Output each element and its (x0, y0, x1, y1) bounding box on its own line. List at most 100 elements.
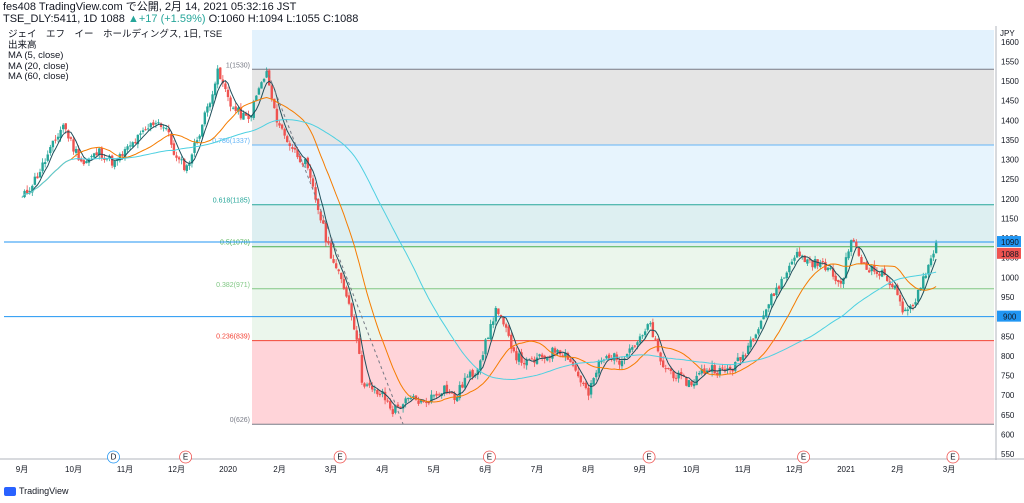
candle-body (561, 355, 564, 357)
candle-body (376, 390, 379, 395)
candle-body (358, 338, 361, 354)
candle-body (891, 283, 894, 288)
time-axis: 9月 10月 11月 12月 2020 2月 3月 4月 5月 6月 7月 8月 9月 10月 11月 12月… (16, 465, 955, 474)
candle-body (698, 373, 701, 375)
candle-body (649, 323, 652, 325)
x-tick-label: 11月 (735, 465, 751, 474)
candle-body (103, 157, 106, 160)
candle-body (62, 124, 65, 130)
candle-body (206, 106, 209, 113)
candle-body (203, 112, 207, 125)
candle-body (793, 257, 796, 261)
candle-body (146, 128, 150, 130)
candle-body (404, 398, 407, 404)
candle-body (811, 260, 814, 268)
candle-body (517, 353, 521, 362)
candle-body (170, 133, 173, 145)
event-marker-label: E (950, 453, 955, 462)
candle-body (744, 355, 747, 357)
candle-body (183, 158, 186, 171)
candle-body (476, 369, 479, 375)
candle-body (651, 322, 655, 338)
candle-body (672, 371, 675, 379)
candle-body (90, 156, 93, 158)
footer-brand[interactable]: TradingView (4, 486, 69, 496)
candle-body (806, 259, 809, 264)
candle-body (687, 380, 691, 388)
candle-body (180, 159, 183, 161)
candle-body (502, 316, 505, 325)
legend-ma20[interactable]: MA (20, close) (8, 60, 69, 72)
candle-body (363, 383, 366, 387)
candle-body (286, 136, 289, 143)
candle-body (479, 360, 482, 371)
candle-body (829, 267, 832, 270)
candle-body (718, 367, 722, 376)
x-tick-label: 2月 (273, 465, 285, 474)
candle-body (188, 163, 191, 166)
candle-body (667, 367, 670, 369)
y-tick-label: 600 (1001, 430, 1015, 439)
candle-body (842, 278, 845, 285)
candle-body (31, 185, 34, 193)
fib-level-label: 0.618(1185) (213, 198, 250, 205)
candle-body (865, 262, 868, 270)
candle-body (837, 279, 840, 283)
legend-volume[interactable]: 出来高 (8, 39, 37, 51)
candle-body (443, 385, 446, 394)
candle-body (82, 160, 85, 165)
candle-body (520, 352, 523, 363)
legend-ma5[interactable]: MA (5, close) (8, 50, 64, 61)
candle-body (878, 273, 881, 276)
y-tick-label: 650 (1001, 411, 1015, 420)
candle-body (450, 391, 454, 394)
hline-tag (997, 310, 1021, 322)
candle-body (716, 373, 719, 375)
candle-body (870, 265, 873, 272)
candle-body (785, 272, 788, 278)
candle-body (512, 347, 516, 352)
candle-body (56, 136, 60, 140)
candle-body (713, 365, 716, 374)
candle-body (131, 142, 134, 147)
candle-body (579, 375, 582, 383)
candle-body (208, 103, 212, 108)
candle-body (49, 147, 52, 154)
fib-band (252, 204, 994, 247)
candle-body (211, 94, 214, 104)
candle-body (569, 359, 572, 363)
candle-body (301, 163, 304, 165)
event-marker (642, 450, 656, 464)
candle-body (229, 97, 232, 107)
candle-body (867, 270, 871, 273)
last-price-label: 1088 (1001, 250, 1019, 259)
y-tick-label: 1300 (1001, 156, 1019, 165)
x-tick-label: 10月 (65, 465, 82, 474)
candle-body (494, 307, 497, 322)
event-marker (946, 450, 960, 464)
candle-body (226, 89, 230, 98)
candle-body (803, 255, 806, 263)
candle-body (896, 285, 899, 296)
publish-info: fes408 TradingView.com で公開, 2月 14, 2021 … (3, 1, 297, 13)
candle-body (430, 394, 433, 403)
candle-body (41, 162, 44, 172)
x-tick-label: 7月 (531, 465, 543, 474)
candle-body (767, 304, 770, 309)
chart-legend: ジェイ エフ イー ホールディングス, 1日, TSE 出来高 MA (5, c… (8, 29, 222, 83)
fib-bands: 1(1530) 0.786(1337) 0.618(1185) 0.5(1078) 0.… (212, 30, 994, 425)
y-tick-label: 1500 (1001, 77, 1019, 86)
candle-body (389, 401, 392, 409)
candle-body (831, 268, 835, 277)
x-tick-label: 12月 (168, 465, 185, 474)
candle-body (417, 400, 420, 404)
candle-body (880, 270, 884, 277)
price-chart[interactable]: 1(1530) 0.786(1337) 0.618(1185) 0.5(1078) 0.… (0, 26, 1024, 486)
legend-ma60[interactable]: MA (60, close) (8, 71, 69, 82)
y-tick-label: 750 (1001, 372, 1015, 381)
hline-tag (997, 236, 1021, 248)
candle-body (136, 134, 140, 145)
ma20-line (21, 96, 937, 403)
candle-body (535, 357, 539, 364)
